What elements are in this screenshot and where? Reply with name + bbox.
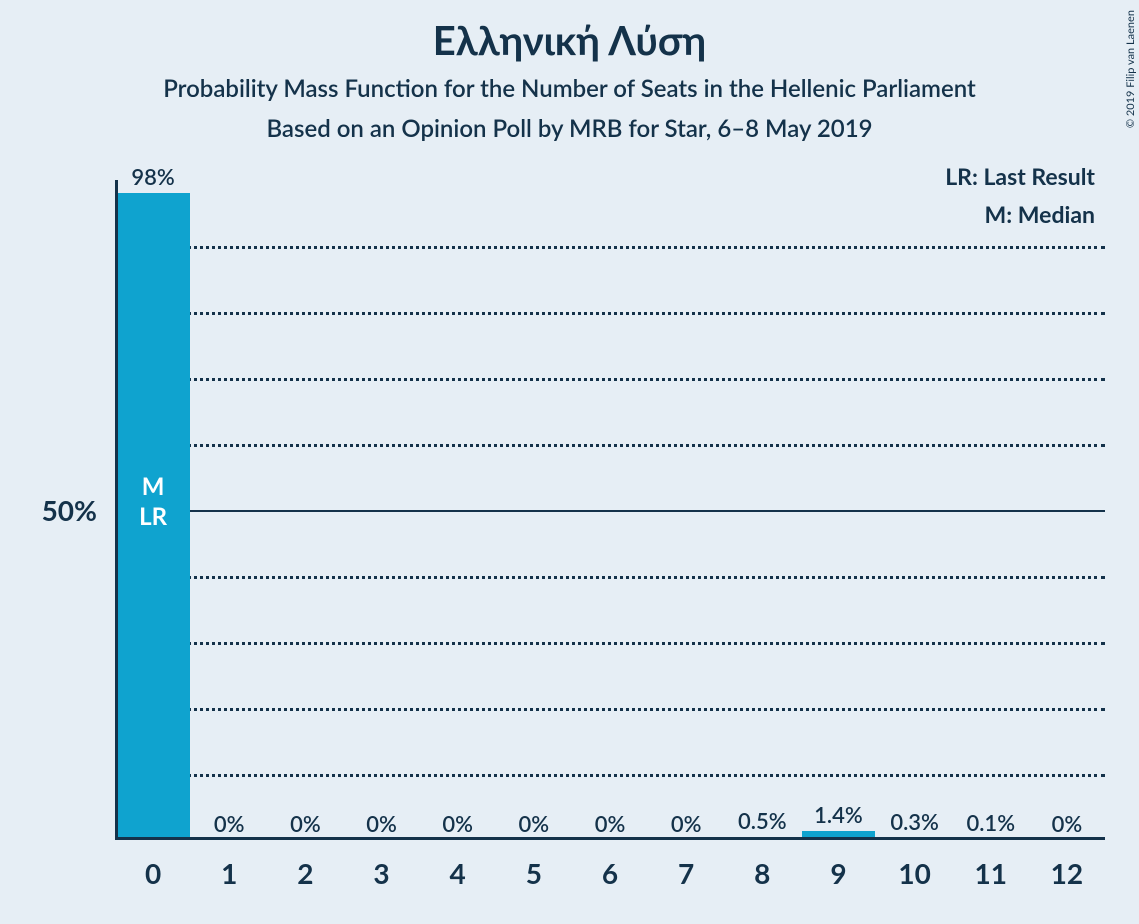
- x-tick-0: 0: [115, 856, 191, 890]
- x-tick-3: 3: [343, 856, 419, 890]
- bar-inner-labels-0: MLR: [117, 472, 190, 532]
- bar-value-label-0: 98%: [115, 163, 191, 190]
- x-tick-9: 9: [800, 856, 876, 890]
- x-tick-10: 10: [877, 856, 953, 890]
- gridline-40: [115, 576, 1105, 579]
- chart-copyright: © 2019 Filip van Laenen: [1124, 10, 1137, 128]
- bar-value-label-11: 0.1%: [953, 809, 1029, 836]
- x-tick-1: 1: [191, 856, 267, 890]
- bar-value-label-1: 0%: [191, 810, 267, 837]
- gridline-50: [115, 510, 1105, 512]
- gridline-90: [115, 246, 1105, 249]
- bar-value-label-7: 0%: [648, 810, 724, 837]
- gridline-60: [115, 444, 1105, 447]
- plot-area: MLR98%0%0%0%0%0%0%0%0.5%1.4%0.3%0.1%0%: [115, 180, 1105, 840]
- gridline-20: [115, 708, 1105, 711]
- gridline-10: [115, 774, 1105, 777]
- chart-subtitle-2: Based on an Opinion Poll by MRB for Star…: [0, 114, 1139, 143]
- bar-value-label-6: 0%: [572, 810, 648, 837]
- gridline-80: [115, 312, 1105, 315]
- y-axis-label-50: 50%: [0, 493, 97, 527]
- chart-subtitle-1: Probability Mass Function for the Number…: [0, 74, 1139, 103]
- bar-value-label-2: 0%: [267, 810, 343, 837]
- bar-value-label-12: 0%: [1029, 810, 1105, 837]
- x-tick-12: 12: [1029, 856, 1105, 890]
- x-axis-line: [115, 837, 1105, 840]
- bar-value-label-3: 0%: [343, 810, 419, 837]
- bar-value-label-4: 0%: [420, 810, 496, 837]
- x-tick-4: 4: [420, 856, 496, 890]
- x-tick-7: 7: [648, 856, 724, 890]
- chart-title: Ελληνική Λύση: [0, 16, 1139, 64]
- x-tick-2: 2: [267, 856, 343, 890]
- y-axis-line: [115, 180, 118, 840]
- gridline-70: [115, 378, 1105, 381]
- x-tick-11: 11: [953, 856, 1029, 890]
- gridline-30: [115, 642, 1105, 645]
- pmf-chart: Ελληνική Λύση Probability Mass Function …: [0, 0, 1139, 924]
- bar-value-label-8: 0.5%: [724, 807, 800, 834]
- bar-value-label-9: 1.4%: [800, 801, 876, 828]
- x-tick-6: 6: [572, 856, 648, 890]
- bar-inner-label-m: M: [117, 472, 190, 502]
- bar-value-label-5: 0%: [496, 810, 572, 837]
- bar-value-label-10: 0.3%: [877, 808, 953, 835]
- bar-inner-label-lr: LR: [117, 502, 190, 532]
- x-tick-8: 8: [724, 856, 800, 890]
- x-tick-5: 5: [496, 856, 572, 890]
